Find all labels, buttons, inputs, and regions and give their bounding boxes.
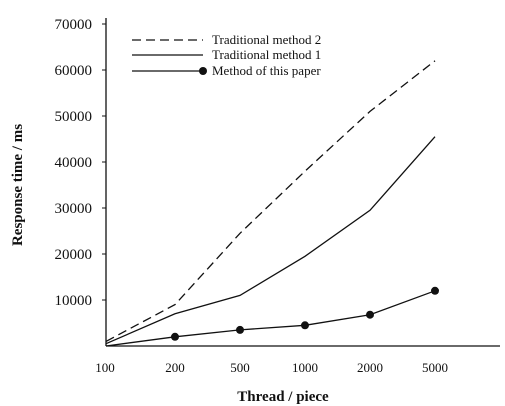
y-tick-label: 60000 bbox=[55, 63, 93, 79]
legend-label: Method of this paper bbox=[212, 63, 321, 78]
x-tick-label: 200 bbox=[165, 360, 185, 375]
data-point bbox=[431, 286, 439, 295]
data-point bbox=[171, 332, 179, 341]
legend-label: Traditional method 1 bbox=[212, 47, 321, 62]
series-line-traditional-method-2 bbox=[105, 60, 436, 342]
data-point bbox=[301, 321, 309, 330]
x-tick-label: 100 bbox=[95, 360, 115, 375]
y-tick-label: 10000 bbox=[55, 293, 93, 309]
legend-item-method-of-this-paper: Method of this paper bbox=[132, 63, 321, 78]
series-line-traditional-method-1 bbox=[105, 136, 436, 345]
legend-label: Traditional method 2 bbox=[212, 32, 321, 47]
y-tick-label: 70000 bbox=[55, 17, 93, 33]
legend-item-traditional-method-1: Traditional method 1 bbox=[132, 47, 321, 62]
x-axis-title: Thread / piece bbox=[237, 389, 329, 405]
x-axis-ticks: 100 200 500 1000 2000 5000 bbox=[95, 360, 448, 375]
y-tick-label: 40000 bbox=[55, 155, 93, 171]
x-tick-label: 2000 bbox=[357, 360, 383, 375]
data-point bbox=[366, 310, 374, 319]
y-tick-label: 20000 bbox=[55, 247, 93, 263]
y-tick-label: 30000 bbox=[55, 201, 93, 217]
series-traditional-method-1 bbox=[105, 136, 436, 345]
legend-item-traditional-method-2: Traditional method 2 bbox=[132, 32, 321, 47]
series-method-of-this-paper bbox=[105, 286, 439, 347]
y-axis-title: Response time / ms bbox=[10, 124, 26, 246]
x-tick-label: 1000 bbox=[292, 360, 318, 375]
series-line-method-of-this-paper bbox=[105, 290, 436, 347]
x-tick-label: 500 bbox=[230, 360, 250, 375]
y-axis-ticks: 10000 20000 30000 40000 50000 60000 70000 bbox=[55, 17, 106, 309]
series-layer bbox=[105, 60, 439, 347]
y-tick-label: 50000 bbox=[55, 109, 93, 125]
data-point bbox=[236, 325, 244, 334]
legend-marker bbox=[199, 67, 207, 75]
axes bbox=[105, 18, 500, 347]
x-tick-label: 5000 bbox=[422, 360, 448, 375]
series-traditional-method-2 bbox=[105, 60, 436, 342]
